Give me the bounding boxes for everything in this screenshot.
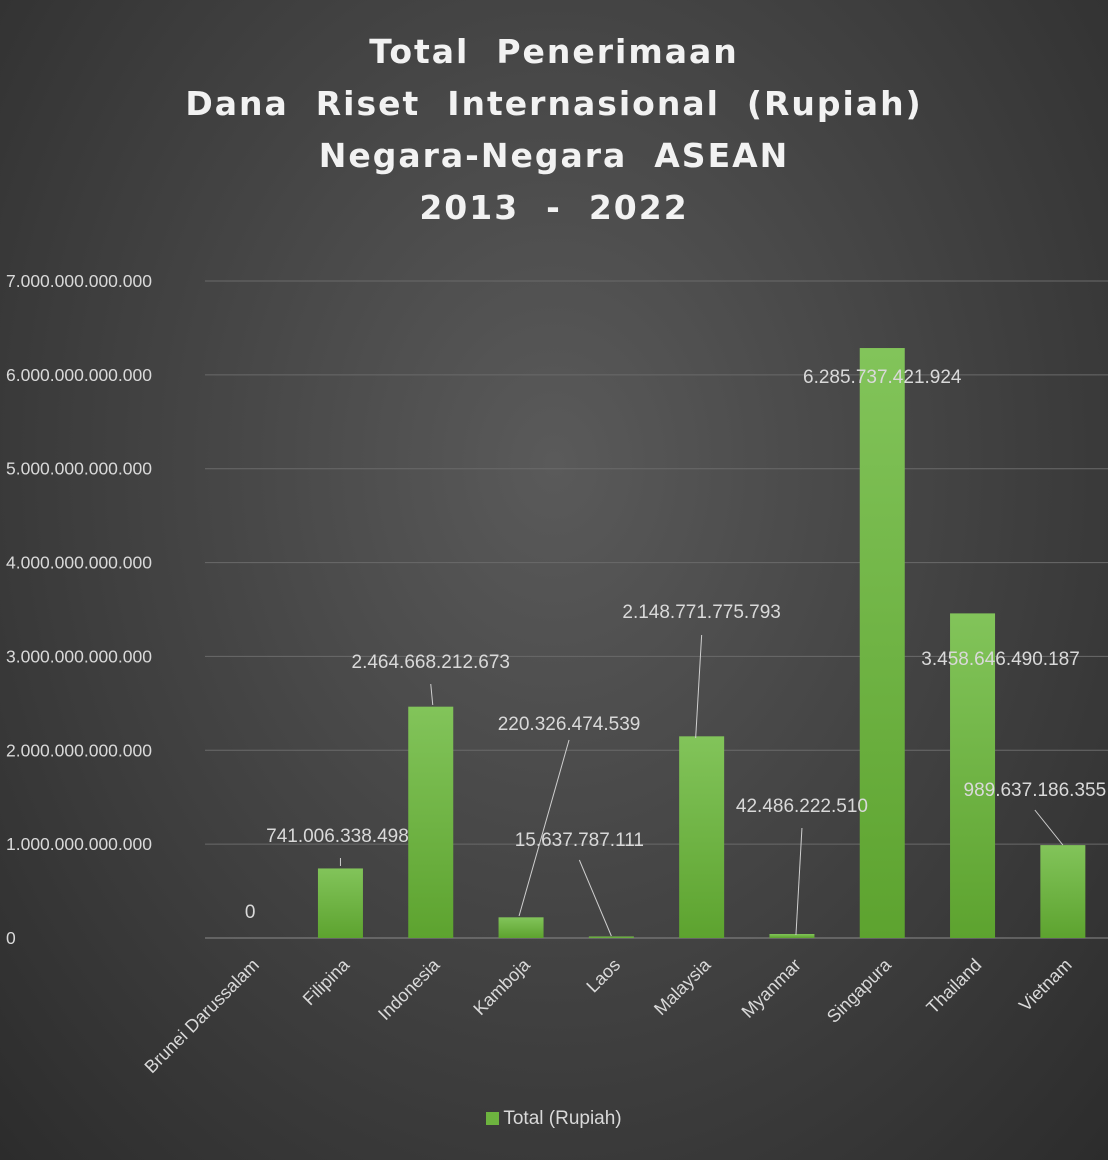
bar-thailand <box>950 613 996 938</box>
data-label: 15.637.787.111 <box>515 830 644 851</box>
x-tick-label: Laos <box>582 955 624 997</box>
bar-vietnam <box>1040 845 1086 938</box>
chart-title-line-2: Dana Riset Internasional (Rupiah) <box>185 84 923 123</box>
y-tick-label: 7.000.000.000.000 <box>6 271 152 291</box>
leader-line <box>578 859 612 937</box>
y-axis-tick-labels: 0 1.000.000.000.000 2.000.000.000.000 3.000… <box>6 271 152 948</box>
data-labels: 0 741.006.338.498 2.464.668.212.673 220.326… <box>245 367 1106 923</box>
y-tick-label: 2.000.000.000.000 <box>6 740 152 760</box>
legend: Total (Rupiah) <box>0 1108 1108 1130</box>
leader-line <box>1034 809 1064 846</box>
bar-singapura <box>859 348 905 938</box>
leader-lines <box>339 634 1064 937</box>
x-tick-label: Brunei Darussalam <box>141 955 263 1077</box>
y-tick-label: 5.000.000.000.000 <box>6 459 152 479</box>
leader-line <box>695 634 703 739</box>
chart-title-line-3: Negara-Negara ASEAN <box>318 136 790 175</box>
y-tick-label: 1.000.000.000.000 <box>6 834 152 854</box>
x-axis-tick-labels: Brunei Darussalam Filipina Indonesia Kamboj… <box>141 954 1076 1077</box>
leader-line <box>795 827 803 936</box>
y-tick-label: 6.000.000.000.000 <box>6 365 152 385</box>
y-tick-label: 3.000.000.000.000 <box>6 646 152 666</box>
data-label: 2.148.771.775.793 <box>622 602 781 623</box>
y-tick-label: 4.000.000.000.000 <box>6 553 152 573</box>
chart-title: Total Penerimaan Dana Riset Internasiona… <box>0 26 1108 234</box>
bars <box>317 348 1086 938</box>
chart-title-line-4: 2013 - 2022 <box>419 188 689 227</box>
bar-malaysia <box>679 736 725 938</box>
bar-filipina <box>317 868 363 938</box>
x-tick-label: Malaysia <box>650 954 715 1019</box>
x-tick-label: Kamboja <box>469 954 534 1019</box>
bar-laos <box>588 936 634 938</box>
data-label: 741.006.338.498 <box>266 826 409 847</box>
data-label: 220.326.474.539 <box>498 714 641 735</box>
x-tick-label: Filipina <box>299 954 354 1009</box>
x-tick-label: Myanmar <box>738 955 805 1022</box>
data-label: 6.285.737.421.924 <box>803 367 962 388</box>
x-tick-label: Thailand <box>922 955 985 1018</box>
bar-indonesia <box>408 706 454 938</box>
data-label: 989.637.186.355 <box>964 780 1107 801</box>
leader-line <box>518 739 570 917</box>
data-label: 2.464.668.212.673 <box>352 652 511 673</box>
data-label: 42.486.222.510 <box>736 796 868 817</box>
legend-label: Total (Rupiah) <box>503 1108 622 1129</box>
x-tick-label: Indonesia <box>374 954 444 1024</box>
bar-kamboja <box>498 917 544 938</box>
legend-swatch <box>486 1112 500 1125</box>
data-label: 3.458.646.490.187 <box>921 649 1080 670</box>
leader-line <box>430 683 434 706</box>
chart-title-line-1: Total Penerimaan <box>369 32 739 71</box>
bar-myanmar <box>769 934 815 938</box>
data-label: 0 <box>245 902 256 923</box>
x-tick-label: Vietnam <box>1015 955 1076 1016</box>
y-tick-label: 0 <box>6 928 16 948</box>
x-tick-label: Singapura <box>823 954 896 1027</box>
